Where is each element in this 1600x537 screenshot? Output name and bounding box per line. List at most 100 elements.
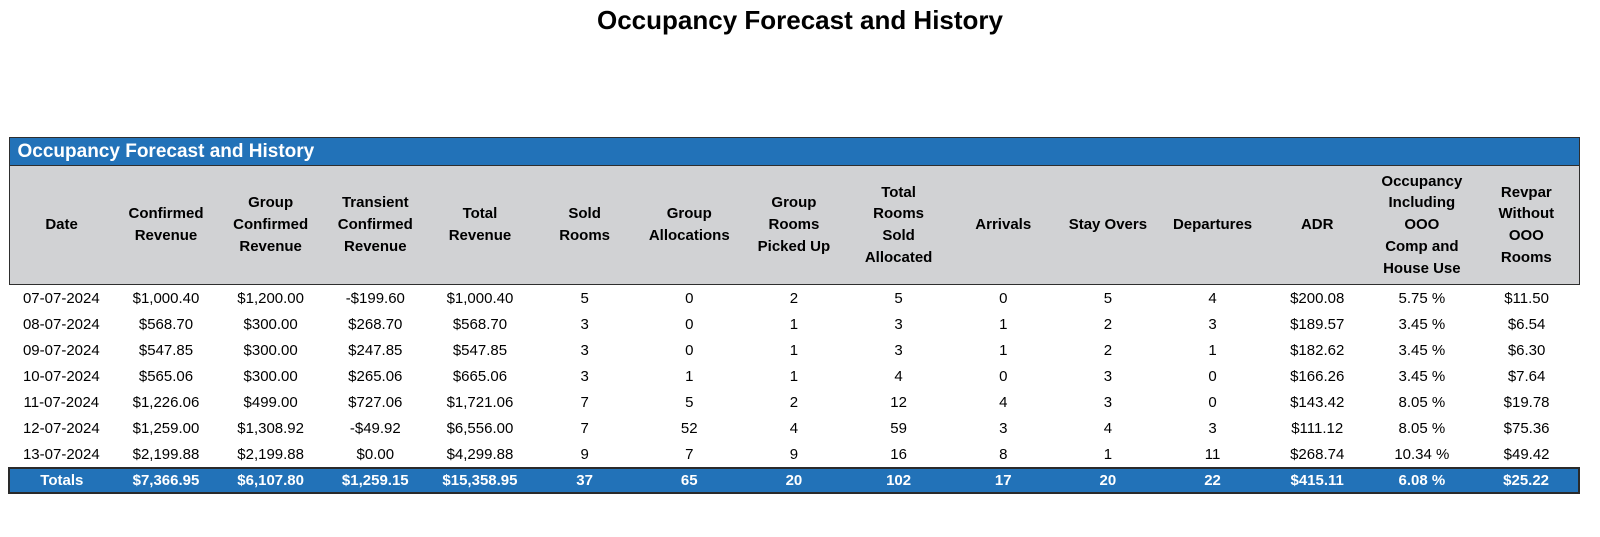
table-cell: 3 (1160, 415, 1265, 441)
table-cell: 10.34 % (1369, 441, 1475, 468)
table-cell: 5.75 % (1369, 284, 1475, 311)
table-cell: $189.57 (1264, 311, 1370, 337)
table-cell: 5 (846, 284, 951, 311)
table-cell: 5 (1055, 284, 1161, 311)
table-cell: $547.85 (113, 337, 219, 363)
table-cell: 4 (950, 389, 1056, 415)
table-cell: 0 (636, 311, 742, 337)
table-cell: 1 (1160, 337, 1265, 363)
totals-cell: $7,366.95 (113, 467, 219, 494)
table-cell: 10-07-2024 (9, 363, 114, 389)
table-cell: $166.26 (1264, 363, 1370, 389)
column-header-9: Arrivals (950, 165, 1056, 285)
table-cell: 0 (950, 284, 1056, 311)
table-cell: 4 (1055, 415, 1161, 441)
table-cell: $4,299.88 (427, 441, 533, 468)
table-cell: 12 (846, 389, 951, 415)
column-header-2: Group Confirmed Revenue (218, 165, 323, 285)
table-cell: 3.45 % (1369, 363, 1475, 389)
table-cell: $0.00 (322, 441, 428, 468)
table-cell: $6,556.00 (427, 415, 533, 441)
table-cell: 4 (846, 363, 951, 389)
table-cell: $1,226.06 (113, 389, 219, 415)
table-body: 07-07-2024 $1,000.40 $1,200.00 -$199.60 $1,0… (9, 284, 1579, 468)
table-cell: 0 (950, 363, 1056, 389)
column-header-12: ADR (1264, 165, 1370, 285)
table-cell: $565.06 (113, 363, 219, 389)
table-row: 07-07-2024 $1,000.40 $1,200.00 -$199.60 $1,0… (9, 284, 1579, 311)
totals-cell: $15,358.95 (427, 467, 533, 494)
column-header-10: Stay Overs (1055, 165, 1161, 285)
table-cell: 7 (532, 415, 637, 441)
column-header-13: Occupancy Including OOO Comp and House U… (1369, 165, 1475, 285)
report-page: Occupancy Forecast and History Occupancy… (0, 5, 1600, 494)
totals-cell: 20 (741, 467, 847, 494)
table-cell: 0 (636, 337, 742, 363)
table-cell: 52 (636, 415, 742, 441)
table-row: 13-07-2024 $2,199.88 $2,199.88 $0.00 $4,299.… (9, 441, 1579, 468)
table-cell: 3 (1055, 389, 1161, 415)
totals-cell: 37 (532, 467, 637, 494)
table-cell: $1,000.40 (427, 284, 533, 311)
totals-cell: $25.22 (1474, 467, 1580, 494)
table-title-bar-row: Occupancy Forecast and History (8, 137, 1580, 166)
table-cell: 3 (532, 363, 637, 389)
table-cell: 59 (846, 415, 951, 441)
table-cell: 5 (636, 389, 742, 415)
table-cell: $568.70 (113, 311, 219, 337)
column-header-6: Group Allocations (636, 165, 742, 285)
table-cell: 2 (741, 389, 847, 415)
totals-cell: 17 (950, 467, 1056, 494)
table-cell: 3 (532, 337, 637, 363)
table-cell: $75.36 (1474, 415, 1579, 441)
table-cell: 16 (846, 441, 951, 468)
table-cell: $182.62 (1264, 337, 1370, 363)
totals-cell: 102 (846, 467, 951, 494)
table-cell: $1,200.00 (218, 284, 323, 311)
table-cell: 3.45 % (1369, 311, 1475, 337)
table-cell: 3 (846, 311, 951, 337)
table-cell: 0 (636, 284, 742, 311)
table-cell: 7 (636, 441, 742, 468)
totals-cell: 65 (636, 467, 742, 494)
table-cell: 12-07-2024 (9, 415, 114, 441)
table-row: 08-07-2024 $568.70 $300.00 $268.70 $568.70 3 0… (9, 311, 1579, 337)
table-cell: 0 (1160, 363, 1265, 389)
table-cell: 3 (1160, 311, 1265, 337)
occupancy-table-container: Occupancy Forecast and History Date Confi… (8, 137, 1580, 494)
table-row: 09-07-2024 $547.85 $300.00 $247.85 $547.85 3 0… (9, 337, 1579, 363)
table-cell: -$49.92 (322, 415, 428, 441)
table-cell: 5 (532, 284, 637, 311)
column-header-row: Date Confirmed Revenue Group Confirmed Rev… (8, 165, 1580, 285)
table-cell: 1 (741, 363, 847, 389)
page-title: Occupancy Forecast and History (596, 5, 1004, 35)
occupancy-table: Occupancy Forecast and History Date Confi… (8, 137, 1580, 494)
table-row: 10-07-2024 $565.06 $300.00 $265.06 $665.06 3 1… (9, 363, 1579, 389)
table-cell: 3 (532, 311, 637, 337)
column-header-7: Group Rooms Picked Up (741, 165, 847, 285)
table-title-bar: Occupancy Forecast and History (8, 137, 1580, 166)
table-cell: 2 (1055, 337, 1161, 363)
table-cell: $300.00 (218, 337, 323, 363)
table-cell: $1,259.00 (113, 415, 219, 441)
table-cell: $2,199.88 (218, 441, 323, 468)
table-cell: $2,199.88 (113, 441, 219, 468)
table-cell: 1 (950, 311, 1056, 337)
table-cell: $547.85 (427, 337, 533, 363)
table-cell: 08-07-2024 (9, 311, 114, 337)
table-cell: 3 (1055, 363, 1161, 389)
table-cell: $300.00 (218, 363, 323, 389)
table-cell: 13-07-2024 (9, 441, 114, 468)
table-cell: 4 (741, 415, 847, 441)
table-cell: $19.78 (1474, 389, 1579, 415)
table-cell: 1 (636, 363, 742, 389)
table-cell: $1,308.92 (218, 415, 323, 441)
column-header-14: Revpar Without OOO Rooms (1474, 165, 1580, 285)
column-header-4: Total Revenue (427, 165, 533, 285)
table-cell: $265.06 (322, 363, 428, 389)
table-cell: $727.06 (322, 389, 428, 415)
column-header-3: Transient Confirmed Revenue (322, 165, 428, 285)
totals-label: Totals (8, 467, 114, 494)
table-cell: $665.06 (427, 363, 533, 389)
table-cell: 11 (1160, 441, 1265, 468)
